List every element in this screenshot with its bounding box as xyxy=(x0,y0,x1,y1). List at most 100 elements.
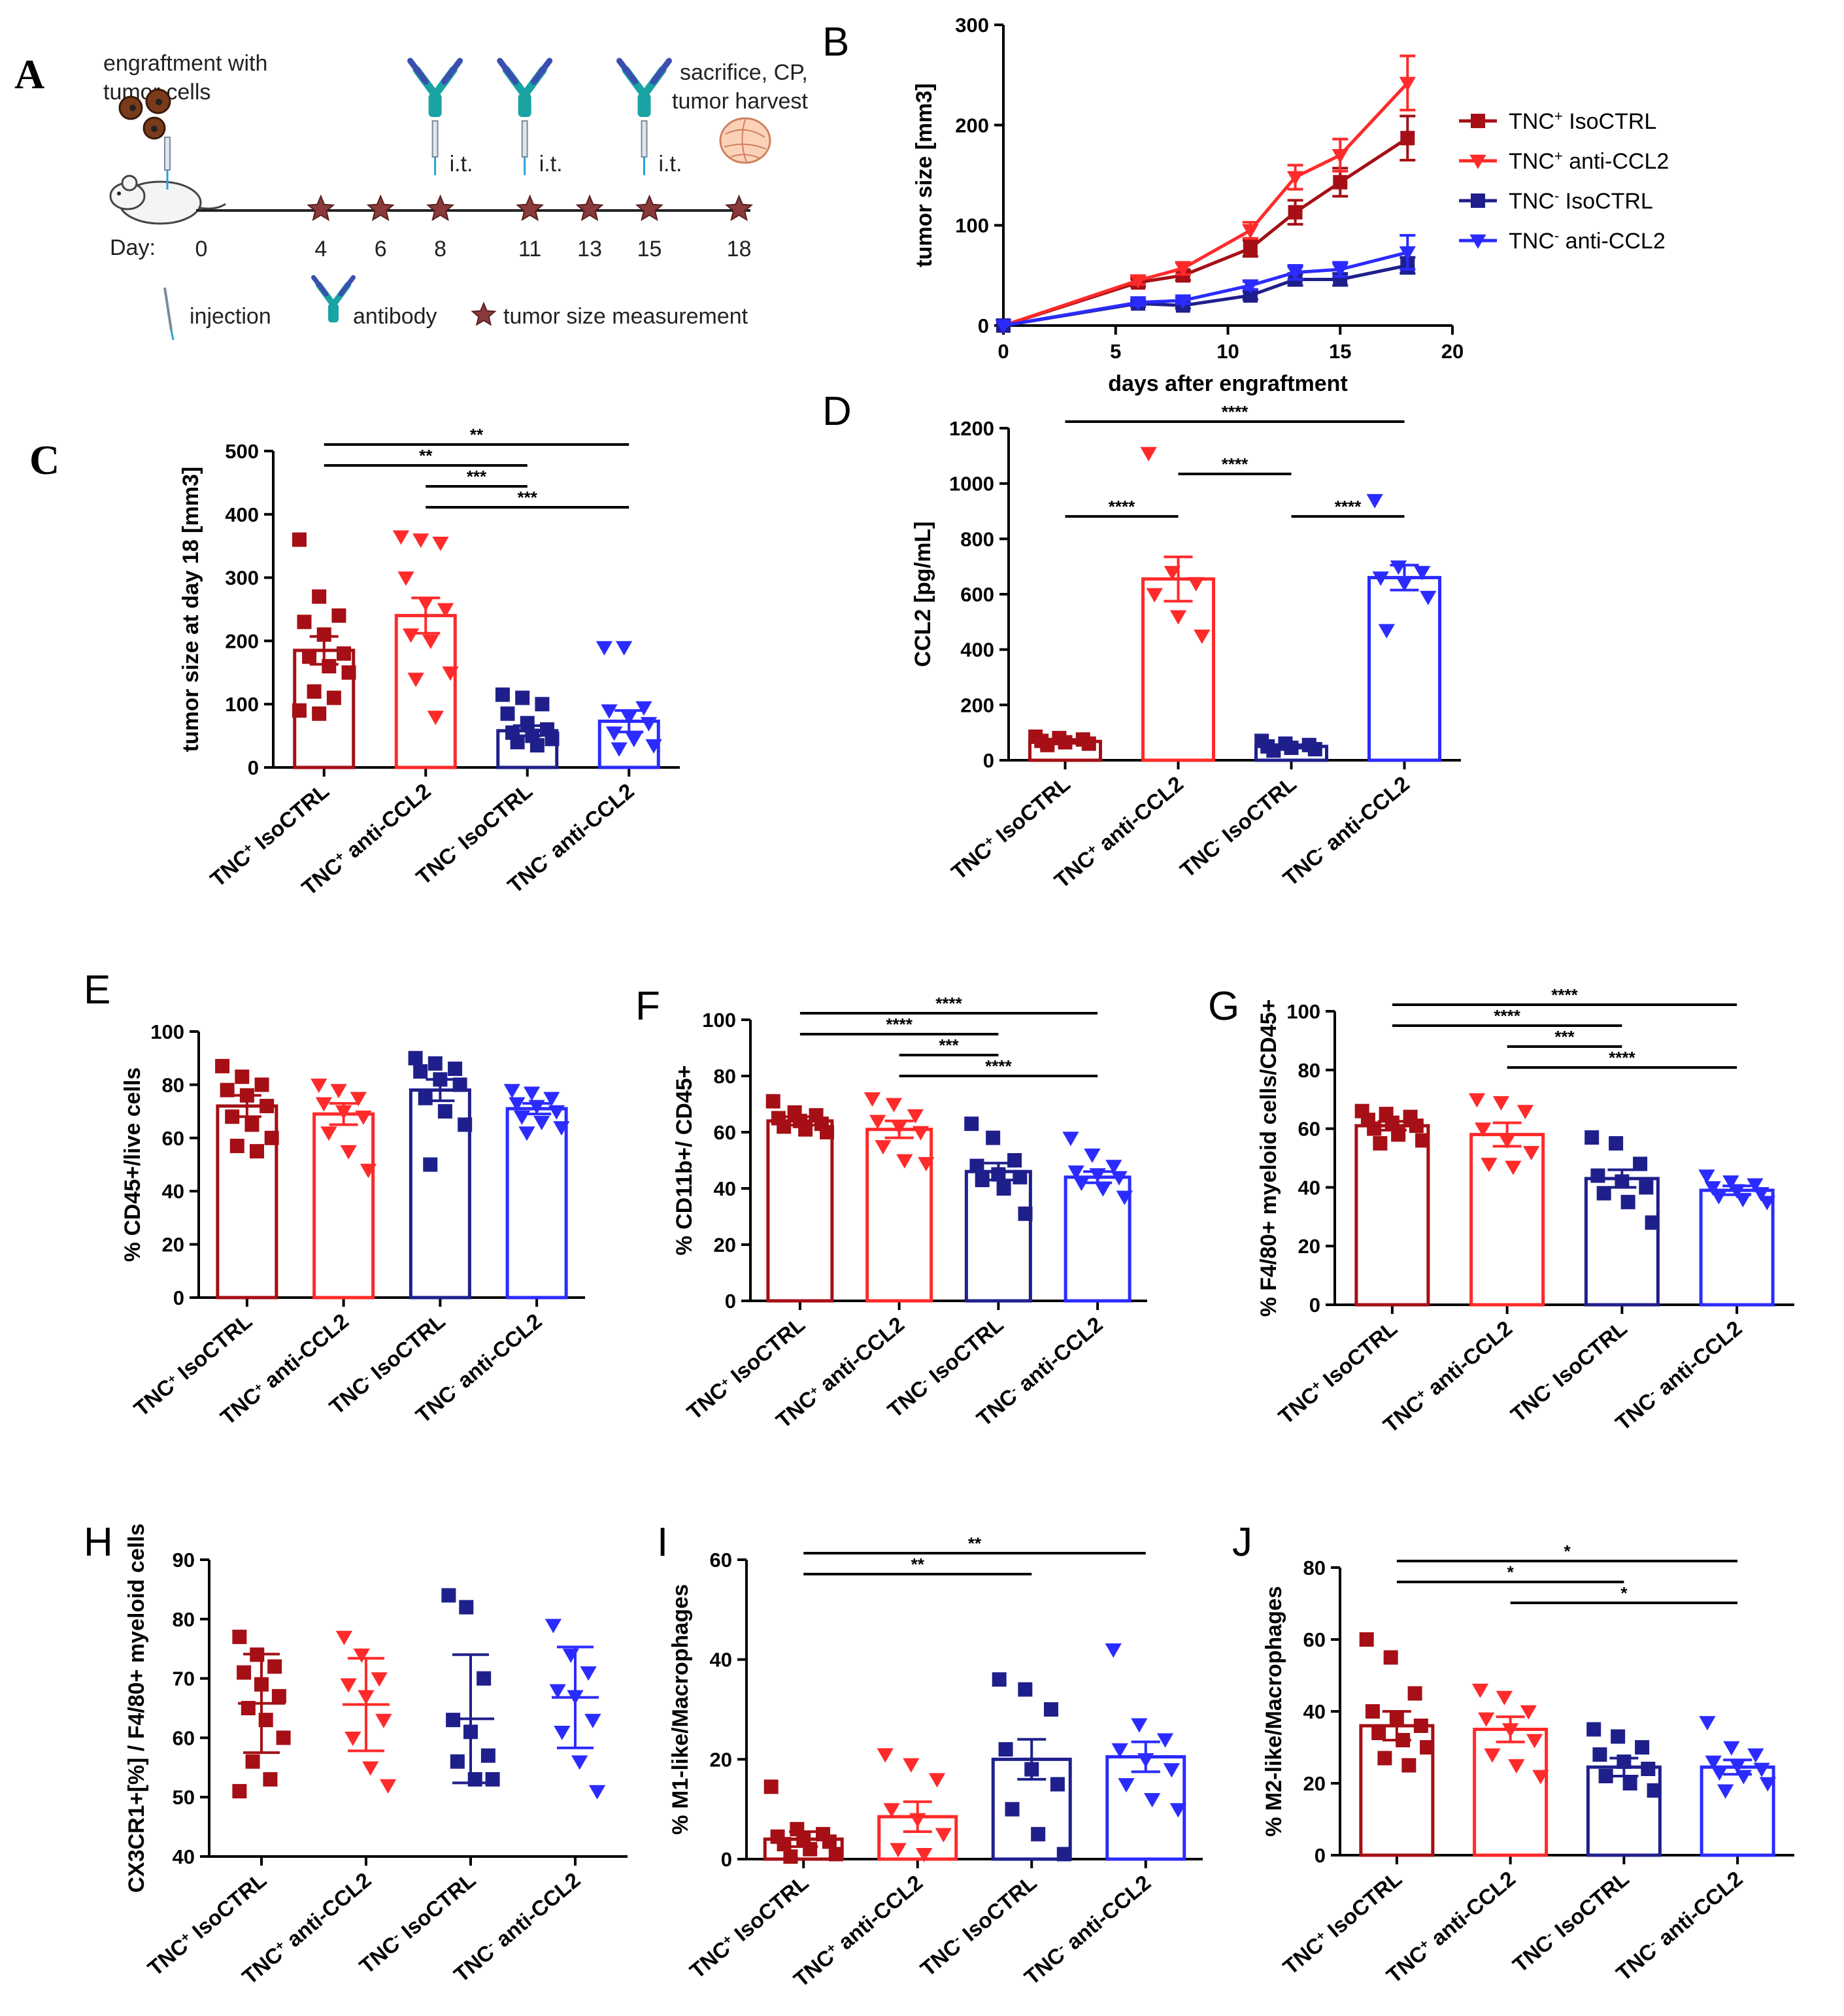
data-point xyxy=(432,537,449,552)
star-icon xyxy=(471,301,497,326)
data-point xyxy=(1396,577,1413,592)
data-point xyxy=(1169,1803,1186,1818)
measurement-star-icon xyxy=(307,194,335,222)
legend-entry: TNC+ IsoCTRL xyxy=(1509,108,1656,135)
antibody-icon xyxy=(407,58,463,117)
data-point xyxy=(413,1064,428,1079)
y-tick-label: 60 xyxy=(173,1726,195,1749)
sacrifice-label-line2: tumor harvest xyxy=(672,89,808,114)
bar-tncpos-antinegccl2 xyxy=(1473,1728,1549,1857)
data-point xyxy=(1734,1193,1752,1208)
data-point xyxy=(1505,1160,1522,1175)
data-point xyxy=(601,704,618,719)
data-point xyxy=(1617,1755,1632,1769)
data-point xyxy=(1018,1206,1033,1221)
bar-tncpos-antinegccl2 xyxy=(394,614,457,769)
data-point xyxy=(1333,175,1348,190)
data-point xyxy=(1413,1719,1428,1733)
data-point xyxy=(450,1754,465,1769)
data-point xyxy=(803,1841,818,1856)
data-point xyxy=(322,659,337,674)
data-point xyxy=(918,1156,935,1171)
mouse-icon xyxy=(109,175,226,225)
panel-label-c: C xyxy=(29,437,59,483)
data-point xyxy=(1492,1096,1510,1111)
x-axis-label: days after engraftment xyxy=(1108,371,1348,396)
y-tick-label: 20 xyxy=(162,1234,184,1256)
significance-label: **** xyxy=(1494,1006,1520,1026)
data-point xyxy=(1040,737,1055,752)
y-tick-label: 0 xyxy=(248,756,259,779)
data-point xyxy=(1307,742,1322,757)
data-point xyxy=(448,1061,463,1076)
data-point xyxy=(640,716,658,731)
data-point xyxy=(828,1847,843,1862)
data-point xyxy=(1050,1777,1065,1792)
bar-tncneg-antinegccl2 xyxy=(1367,576,1441,762)
data-point xyxy=(302,649,317,664)
it-label: i.t. xyxy=(450,152,473,176)
data-point xyxy=(554,1725,571,1740)
data-point xyxy=(549,1684,566,1699)
data-point xyxy=(986,1130,1001,1145)
data-point xyxy=(1043,1702,1058,1717)
data-point xyxy=(1711,1766,1728,1781)
significance-label: ** xyxy=(419,446,433,465)
bar-tncpos-antinegccl2 xyxy=(1141,577,1215,762)
data-point xyxy=(1243,288,1258,303)
data-point xyxy=(1399,76,1416,92)
data-point xyxy=(588,1785,606,1800)
data-point xyxy=(1735,1770,1752,1785)
data-point xyxy=(1146,588,1163,603)
x-tick-label: 0 xyxy=(997,340,1009,363)
data-point xyxy=(935,1828,952,1843)
category-label-tncpos-isoctrl: TNC+ IsoCTRL xyxy=(685,1870,813,1983)
data-point xyxy=(1647,1783,1662,1798)
data-point xyxy=(1699,1716,1716,1731)
legend-injection: injection xyxy=(190,304,271,329)
data-point xyxy=(822,1834,837,1849)
data-point xyxy=(509,1097,526,1112)
y-tick-label: 60 xyxy=(1298,1118,1320,1141)
data-point xyxy=(360,1164,377,1179)
data-point xyxy=(402,628,420,643)
data-point xyxy=(1496,1690,1513,1705)
data-point xyxy=(513,1110,531,1125)
data-point xyxy=(620,711,637,726)
data-point xyxy=(1391,1127,1406,1142)
chart-d: 0 200 400 600 800 1000 1200 CCL2 [pg/mL] TNC+ Is… xyxy=(911,402,1461,893)
significance-label: ** xyxy=(911,1554,925,1574)
data-point xyxy=(1007,1153,1022,1168)
data-point xyxy=(885,1098,903,1113)
data-point xyxy=(616,641,633,656)
y-tick-label: 80 xyxy=(714,1065,736,1088)
y-tick-label: 400 xyxy=(225,503,259,526)
significance-label: **** xyxy=(935,994,962,1013)
data-point xyxy=(523,1086,541,1101)
data-point xyxy=(1111,1743,1128,1758)
syringe-icon xyxy=(431,120,439,158)
data-point xyxy=(595,641,613,656)
data-point xyxy=(1383,1650,1398,1665)
data-point xyxy=(254,1077,269,1092)
x-tick-label: 15 xyxy=(1329,340,1351,363)
data-point xyxy=(239,1088,254,1103)
it-label: i.t. xyxy=(539,152,563,176)
data-point xyxy=(1156,1733,1174,1748)
data-point xyxy=(263,1772,278,1787)
data-point xyxy=(1058,735,1073,750)
significance-label: **** xyxy=(1109,497,1135,516)
data-point xyxy=(1164,565,1181,580)
y-tick-label: 70 xyxy=(173,1668,195,1690)
tumor-tissue-icon xyxy=(719,117,771,164)
y-tick-label: 40 xyxy=(173,1845,195,1868)
data-point xyxy=(292,532,307,547)
y-tick-label: 40 xyxy=(1298,1176,1320,1199)
data-point xyxy=(1024,1762,1039,1777)
y-axis-label: CCL2 [pg/mL] xyxy=(911,522,935,667)
legend-marker xyxy=(1471,193,1485,208)
data-point xyxy=(480,1748,495,1763)
data-point xyxy=(1188,577,1205,592)
significance-label: * xyxy=(1564,1541,1571,1561)
